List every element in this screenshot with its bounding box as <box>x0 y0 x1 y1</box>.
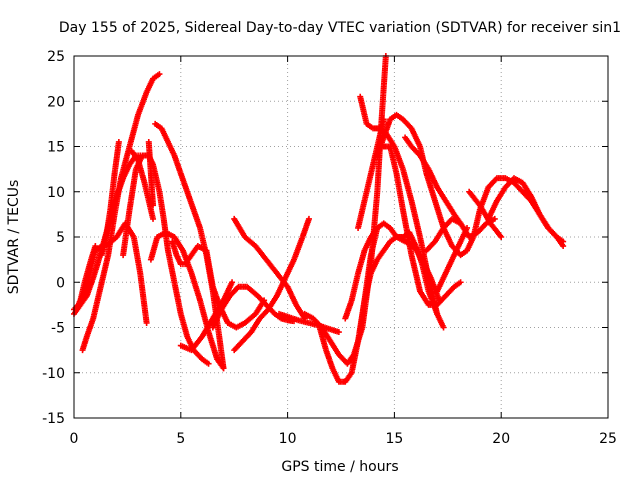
y-tick-label: 15 <box>47 140 65 156</box>
x-tick-label: 0 <box>70 431 79 447</box>
series-pass-6 <box>120 153 211 367</box>
series-pass-25 <box>402 134 464 226</box>
y-tick-label: 25 <box>47 49 65 65</box>
x-tick-label: 15 <box>385 431 403 447</box>
y-tick-labels: -15 -10 -5 0 5 10 15 20 25 <box>42 49 65 427</box>
y-tick-label: 5 <box>56 230 65 246</box>
chart-title: Day 155 of 2025, Sidereal Day-to-day VTE… <box>59 20 621 36</box>
sdtvar-scatter-chart: Day 155 of 2025, Sidereal Day-to-day VTE… <box>0 0 640 480</box>
series-pass-29 <box>485 175 566 249</box>
y-tick-label: 20 <box>47 94 65 110</box>
y-tick-label: -15 <box>42 411 65 427</box>
x-tick-label: 20 <box>492 431 510 447</box>
data-points <box>71 53 566 385</box>
y-axis-title: SDTVAR / TECUs <box>6 180 22 295</box>
x-axis-title: GPS time / hours <box>281 459 398 475</box>
x-tick-labels: 0 5 10 15 20 25 <box>70 431 617 447</box>
y-tick-label: 10 <box>47 185 65 201</box>
grid <box>74 56 608 418</box>
x-tick-label: 25 <box>599 431 617 447</box>
y-tick-label: -5 <box>51 321 65 337</box>
y-tick-label: -10 <box>42 366 65 382</box>
series-pass-13 <box>210 284 297 331</box>
y-tick-label: 0 <box>56 275 65 291</box>
x-tick-label: 5 <box>176 431 185 447</box>
series-pass-10 <box>152 121 226 371</box>
x-tick-label: 10 <box>279 431 297 447</box>
